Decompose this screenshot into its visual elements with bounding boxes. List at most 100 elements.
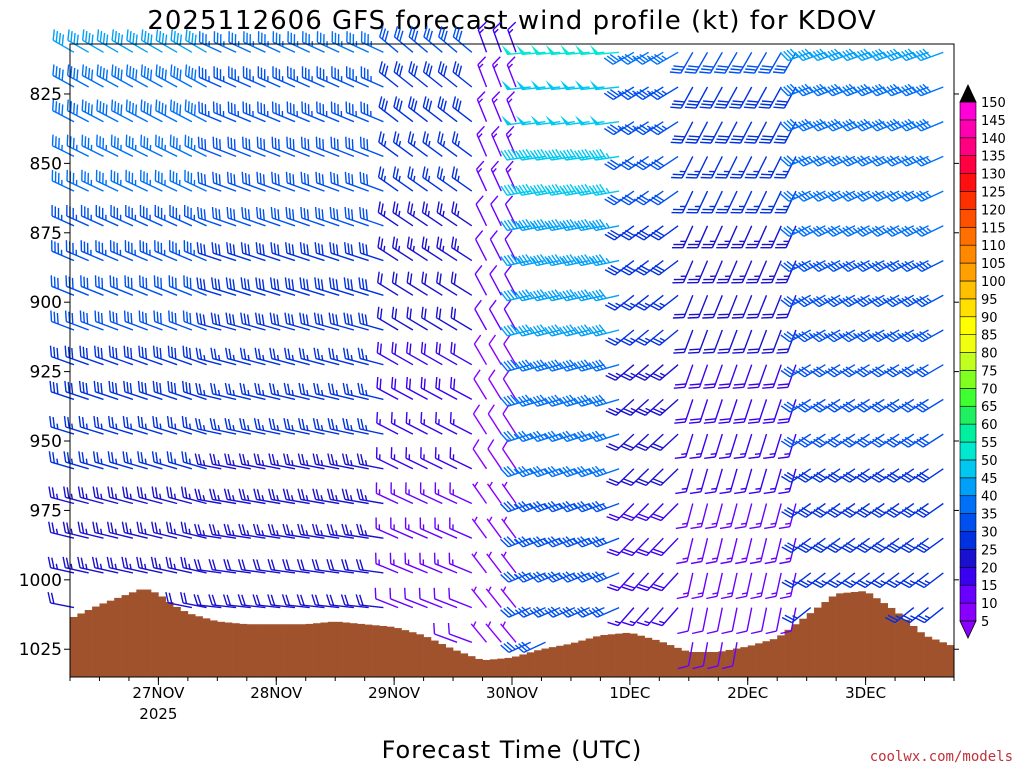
- wind-barb: [544, 500, 576, 513]
- wind-barb: [720, 572, 738, 600]
- barb-staff: [184, 215, 207, 227]
- barb-feather: [621, 551, 633, 557]
- barb-staff: [420, 492, 443, 505]
- barb-feather: [217, 279, 221, 291]
- barb-staff: [271, 604, 296, 609]
- barb-feather: [182, 310, 185, 322]
- barb-feather: [562, 325, 571, 336]
- wind-barb: [763, 468, 782, 495]
- barb-half-feather: [246, 530, 250, 536]
- barb-feather: [536, 606, 546, 615]
- wind-barb: [715, 156, 738, 179]
- barb-feather: [184, 99, 187, 111]
- barb-feather: [262, 209, 265, 221]
- barb-feather: [869, 546, 881, 554]
- barb-staff: [169, 215, 193, 227]
- barb-feather: [116, 277, 118, 289]
- barb-staff: [272, 217, 296, 227]
- terrain-bar: [828, 596, 837, 677]
- barb-staff: [316, 217, 340, 227]
- barb-feather: [874, 295, 885, 304]
- barb-pennant: [516, 44, 527, 55]
- barb-feather: [447, 622, 450, 635]
- wind-barb: [197, 136, 222, 158]
- barb-feather: [144, 347, 148, 360]
- barb-half-feather: [741, 557, 748, 560]
- wind-barb: [701, 260, 723, 284]
- barb-feather: [831, 436, 841, 444]
- barb-staff: [241, 533, 266, 539]
- barb-half-feather: [587, 538, 593, 544]
- wind-barb: [450, 341, 473, 366]
- barb-feather: [499, 468, 509, 478]
- barb-feather: [52, 452, 55, 464]
- barb-feather: [750, 595, 762, 600]
- barb-staff: [110, 285, 134, 296]
- barb-feather: [395, 168, 399, 180]
- barb-staff: [406, 317, 428, 331]
- barb-half-feather: [188, 493, 191, 500]
- barb-feather: [161, 102, 164, 114]
- barb-half-feather: [144, 528, 147, 535]
- barb-feather: [763, 491, 775, 495]
- barb-feather: [226, 559, 232, 571]
- barb-feather: [607, 266, 618, 274]
- barb-feather: [378, 96, 383, 108]
- barb-feather: [212, 489, 217, 501]
- barb-half-feather: [517, 222, 522, 229]
- barb-feather: [786, 49, 796, 59]
- barb-feather: [66, 522, 70, 534]
- barb-feather: [109, 310, 112, 322]
- barb-feather: [63, 486, 67, 498]
- barb-feather: [621, 586, 633, 592]
- barb-half-feather: [644, 337, 651, 342]
- barb-staff: [377, 317, 399, 331]
- terrain-bar: [769, 639, 778, 677]
- barb-feather: [345, 418, 350, 430]
- barb-half-feather: [756, 592, 763, 595]
- barb-feather: [577, 255, 585, 266]
- barb-staff: [847, 259, 870, 273]
- barb-feather: [580, 500, 589, 510]
- barb-half-feather: [784, 487, 791, 490]
- wind-barb: [327, 418, 355, 435]
- barb-feather: [595, 289, 604, 300]
- barb-half-feather: [644, 620, 651, 624]
- barb-staff: [714, 433, 723, 458]
- barb-staff: [451, 246, 473, 262]
- barb-staff: [286, 182, 310, 192]
- wind-barb: [64, 345, 89, 366]
- barb-feather: [536, 571, 545, 580]
- wind-barb: [435, 376, 458, 401]
- terrain-bar: [725, 649, 734, 677]
- barb-staff: [330, 533, 355, 539]
- barb-staff: [226, 569, 251, 574]
- barb-feather: [588, 538, 598, 548]
- barb-feather: [76, 104, 79, 116]
- wind-barb: [78, 451, 104, 470]
- barb-feather: [425, 63, 430, 75]
- barb-staff: [435, 422, 458, 435]
- barb-staff: [615, 364, 635, 381]
- wind-barb: [268, 382, 296, 401]
- barb-staff: [742, 295, 753, 318]
- wind-barb: [703, 399, 723, 424]
- barb-feather: [874, 155, 884, 164]
- wind-barb: [285, 242, 310, 262]
- barb-half-feather: [785, 522, 791, 525]
- barb-feather: [827, 86, 837, 95]
- barb-feather: [869, 475, 880, 483]
- wind-barb: [438, 26, 458, 53]
- barb-feather: [554, 218, 563, 229]
- barb-feather: [158, 101, 161, 113]
- barb-feather: [115, 383, 118, 395]
- barb-staff: [212, 604, 237, 609]
- barb-feather: [638, 548, 650, 554]
- barb-feather: [510, 183, 518, 194]
- barb-staff: [774, 538, 782, 562]
- barb-staff: [346, 111, 369, 123]
- barb-feather: [860, 225, 870, 234]
- chart-title: 2025112606 GFS forecast wind profile (kt…: [147, 6, 876, 36]
- wind-barb: [375, 552, 399, 574]
- wind-barb: [423, 26, 443, 53]
